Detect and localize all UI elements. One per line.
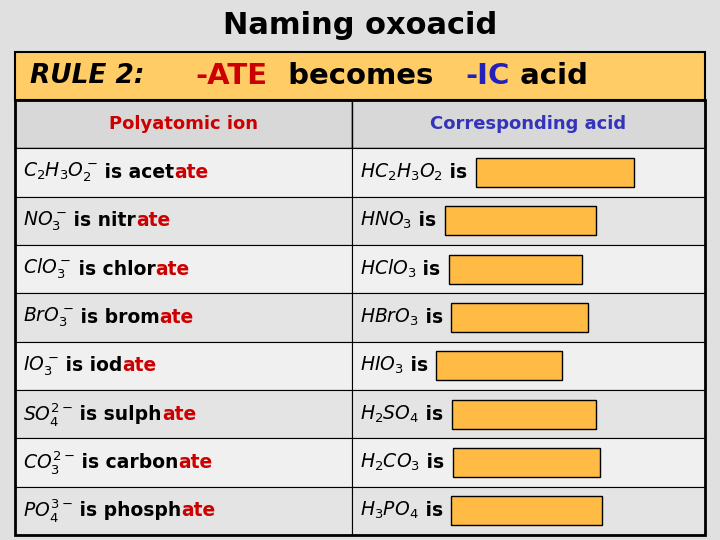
Text: is: is bbox=[443, 163, 474, 182]
Text: ate: ate bbox=[174, 163, 209, 182]
Text: is iod: is iod bbox=[59, 356, 122, 375]
Text: is: is bbox=[416, 260, 447, 279]
Bar bbox=[436, 352, 562, 380]
Text: $H_2CO_3$: $H_2CO_3$ bbox=[360, 452, 420, 473]
Bar bbox=[15, 52, 705, 100]
Bar bbox=[352, 148, 705, 197]
Text: ate: ate bbox=[156, 260, 189, 279]
Text: ate: ate bbox=[122, 356, 156, 375]
Bar bbox=[352, 390, 705, 438]
Bar bbox=[452, 400, 596, 429]
Bar bbox=[15, 438, 352, 487]
Bar bbox=[352, 245, 705, 293]
Bar bbox=[15, 148, 352, 197]
Bar bbox=[451, 303, 588, 332]
Text: $HBrO_3$: $HBrO_3$ bbox=[360, 307, 418, 328]
Text: $C_2H_3O_2^-$: $C_2H_3O_2^-$ bbox=[23, 161, 98, 184]
Bar bbox=[453, 448, 600, 477]
Bar bbox=[352, 100, 705, 149]
Text: Corresponding acid: Corresponding acid bbox=[431, 115, 626, 133]
Bar bbox=[352, 438, 705, 487]
Text: Naming oxoacid: Naming oxoacid bbox=[223, 11, 497, 40]
Text: $CO_3^{2-}$: $CO_3^{2-}$ bbox=[23, 449, 75, 476]
Text: is acet: is acet bbox=[98, 163, 174, 182]
Bar bbox=[15, 100, 705, 535]
Bar bbox=[476, 158, 634, 187]
Bar bbox=[352, 293, 705, 342]
Text: $IO_3^-$: $IO_3^-$ bbox=[23, 354, 59, 377]
Text: ate: ate bbox=[181, 501, 215, 521]
Bar bbox=[451, 496, 603, 525]
Text: -IC: -IC bbox=[465, 62, 509, 90]
Text: $HNO_3$: $HNO_3$ bbox=[360, 210, 412, 232]
Text: ate: ate bbox=[160, 308, 194, 327]
Text: $H_2SO_4$: $H_2SO_4$ bbox=[360, 403, 419, 425]
Text: is: is bbox=[418, 501, 449, 521]
Bar bbox=[15, 197, 352, 245]
Text: $PO_4^{3-}$: $PO_4^{3-}$ bbox=[23, 497, 73, 524]
Bar bbox=[445, 206, 596, 235]
Bar bbox=[15, 487, 352, 535]
Bar bbox=[352, 197, 705, 245]
Bar bbox=[15, 100, 352, 149]
Text: ate: ate bbox=[136, 211, 170, 231]
Text: is: is bbox=[404, 356, 434, 375]
Bar bbox=[15, 293, 352, 342]
Text: is brom: is brom bbox=[73, 308, 160, 327]
Text: ate: ate bbox=[162, 404, 197, 424]
Text: $HC_2H_3O_2$: $HC_2H_3O_2$ bbox=[360, 162, 443, 183]
Text: is: is bbox=[419, 404, 450, 424]
Text: $ClO_3^-$: $ClO_3^-$ bbox=[23, 257, 71, 281]
Text: $H_3PO_4$: $H_3PO_4$ bbox=[360, 500, 418, 522]
Text: $BrO_3^-$: $BrO_3^-$ bbox=[23, 306, 73, 329]
Bar bbox=[15, 342, 352, 390]
Text: RULE 2:: RULE 2: bbox=[30, 63, 145, 89]
Text: is: is bbox=[418, 308, 449, 327]
Bar bbox=[449, 255, 582, 284]
Text: ate: ate bbox=[178, 453, 212, 472]
Text: is sulph: is sulph bbox=[73, 404, 162, 424]
Text: is chlor: is chlor bbox=[71, 260, 156, 279]
Text: Polyatomic ion: Polyatomic ion bbox=[109, 115, 258, 133]
Bar bbox=[15, 390, 352, 438]
Bar bbox=[352, 487, 705, 535]
Text: is: is bbox=[420, 453, 451, 472]
Text: is phosph: is phosph bbox=[73, 501, 181, 521]
Text: is: is bbox=[412, 211, 443, 231]
Text: is carbon: is carbon bbox=[75, 453, 178, 472]
Text: becomes: becomes bbox=[278, 62, 444, 90]
Text: acid: acid bbox=[510, 62, 588, 90]
Text: $HIO_3$: $HIO_3$ bbox=[360, 355, 404, 376]
Text: -ATE: -ATE bbox=[195, 62, 267, 90]
Text: $HClO_3$: $HClO_3$ bbox=[360, 258, 416, 280]
Text: $NO_3^-$: $NO_3^-$ bbox=[23, 209, 67, 233]
Text: $SO_4^{2-}$: $SO_4^{2-}$ bbox=[23, 401, 73, 428]
Bar bbox=[352, 342, 705, 390]
Text: is nitr: is nitr bbox=[67, 211, 136, 231]
Bar bbox=[15, 245, 352, 293]
